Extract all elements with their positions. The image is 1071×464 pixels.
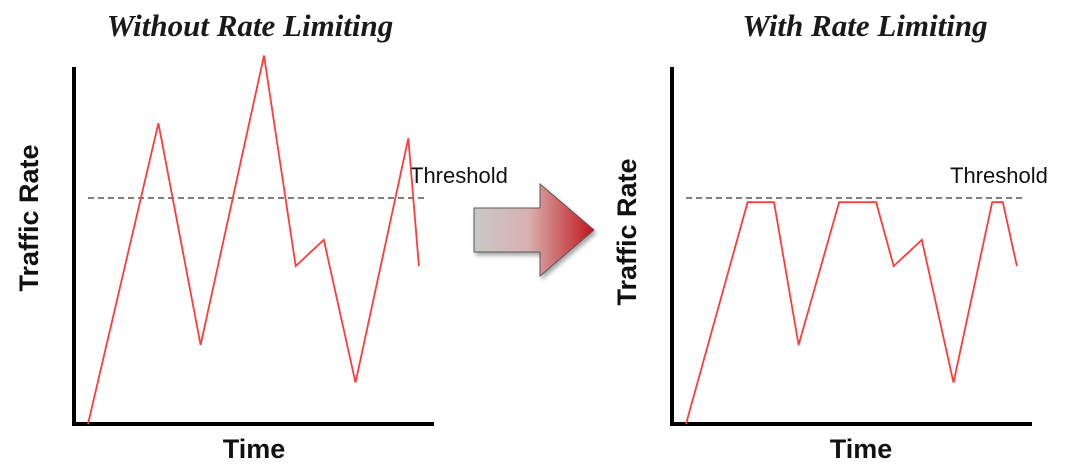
panel-with-rate-limiting: With Rate Limiting Traffic Rate Time Thr… <box>612 8 1048 464</box>
traffic-rate-line <box>685 201 1018 425</box>
traffic-rate-line <box>87 55 420 425</box>
y-axis-label: Traffic Rate <box>14 144 44 291</box>
panel-title: With Rate Limiting <box>742 8 987 43</box>
axes <box>670 67 1032 426</box>
axes <box>72 67 434 426</box>
y-axis-label: Traffic Rate <box>612 158 642 305</box>
threshold-label: Threshold <box>410 163 508 188</box>
x-axis-label: Time <box>830 434 893 464</box>
x-axis-label: Time <box>223 434 286 464</box>
threshold-label: Threshold <box>950 163 1048 188</box>
panel-title: Without Rate Limiting <box>107 8 394 43</box>
panel-without-rate-limiting: Without Rate Limiting Traffic Rate Time … <box>14 8 508 464</box>
right-arrow-icon <box>473 182 595 278</box>
